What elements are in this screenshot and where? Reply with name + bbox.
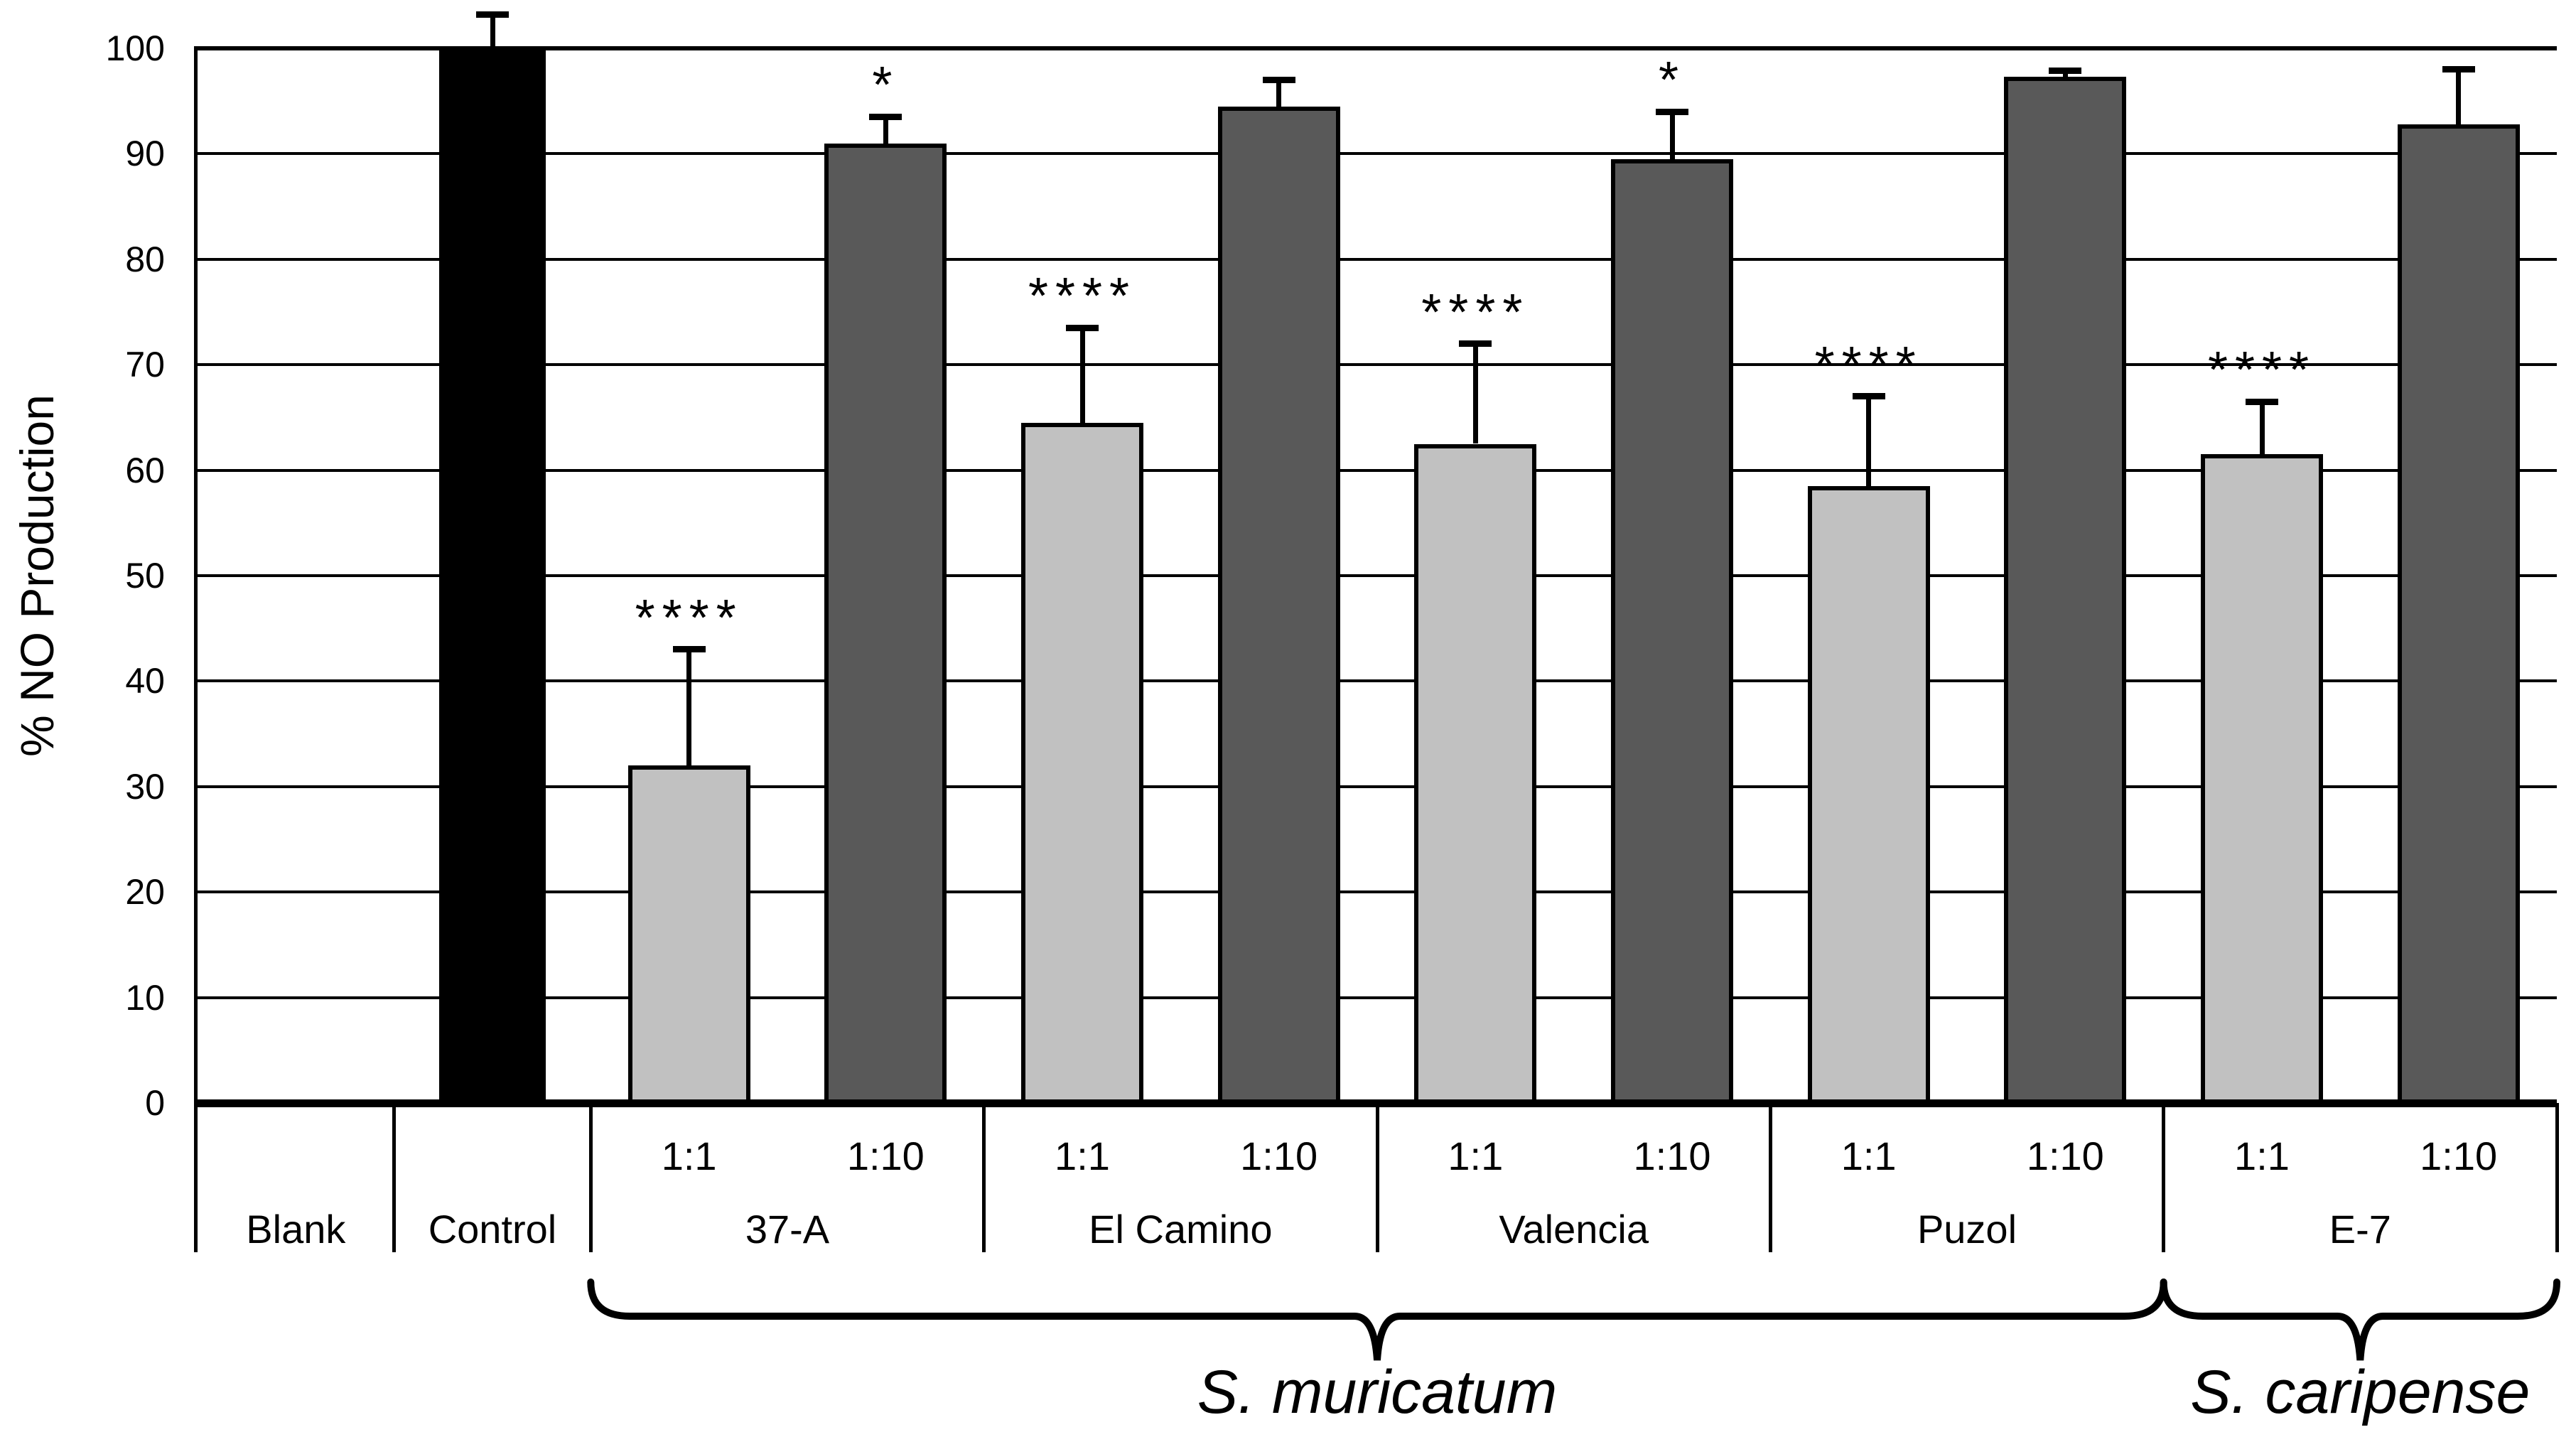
error-bar-stem: [1079, 328, 1085, 423]
error-bar-cap: [869, 113, 902, 120]
cell-divider: [2162, 1103, 2166, 1252]
gridline: [198, 257, 2557, 261]
gridline: [198, 468, 2557, 472]
significance-label: ****: [635, 589, 743, 647]
error-bar-stem: [2456, 69, 2462, 124]
bar-E-7-1:1: [2201, 454, 2323, 1106]
y-tick-label: 40: [125, 661, 165, 701]
dilution-label: 1:10: [1240, 1134, 1318, 1178]
error-bar-cap: [2442, 66, 2475, 73]
significance-label: ****: [1421, 284, 1530, 341]
error-bar-stem: [1669, 112, 1675, 159]
error-bar-cap: [1459, 340, 1492, 348]
error-bar-cap: [1656, 108, 1688, 115]
bar-El Camino-1:10: [1217, 106, 1340, 1106]
bar-37-A-1:1: [627, 765, 750, 1106]
species-label: S. muricatum: [1197, 1358, 1558, 1426]
error-bar-cap: [2246, 398, 2278, 405]
dilution-label: 1:10: [846, 1134, 925, 1178]
gridline: [198, 996, 2557, 999]
species-label: S. caripense: [2190, 1358, 2531, 1426]
y-tick-label: 0: [145, 1083, 165, 1123]
y-tick-label: 50: [125, 556, 165, 596]
error-bar-cap: [672, 646, 706, 653]
dilution-label: 1:1: [661, 1134, 717, 1178]
bar-Puzol-1:10: [2004, 77, 2127, 1106]
bar-Control: [439, 48, 546, 1106]
y-tick-label: 30: [125, 766, 165, 807]
significance-label: *: [872, 57, 900, 114]
error-bar-stem: [490, 14, 495, 48]
group-label: Valencia: [1499, 1207, 1649, 1252]
y-tick-label: 20: [125, 872, 165, 913]
error-bar-stem: [883, 117, 888, 144]
bar-37-A-1:10: [824, 143, 947, 1106]
gridline: [198, 890, 2557, 894]
y-tick-label: 10: [125, 977, 165, 1018]
gridline: [198, 46, 2557, 50]
group-label: Control: [428, 1207, 557, 1252]
dilution-label: 1:1: [1448, 1134, 1504, 1178]
significance-label: ****: [1028, 268, 1137, 325]
gridline: [198, 785, 2557, 788]
dilution-label: 1:1: [1841, 1134, 1897, 1178]
bar-E-7-1:10: [2397, 124, 2520, 1106]
cell-divider: [2555, 1103, 2559, 1252]
group-label: Blank: [246, 1207, 346, 1252]
dilution-label: 1:1: [1055, 1134, 1110, 1178]
group-label: Puzol: [1917, 1207, 2017, 1252]
cell-divider: [392, 1103, 397, 1252]
group-label: El Camino: [1089, 1207, 1273, 1252]
error-bar-stem: [1276, 80, 1282, 107]
error-bar-cap: [1262, 77, 1295, 84]
cell-divider: [588, 1103, 593, 1252]
bar-Valencia-1:1: [1414, 443, 1537, 1106]
cell-divider: [1768, 1103, 1772, 1252]
gridline: [198, 679, 2557, 683]
dilution-label: 1:10: [2420, 1134, 2498, 1178]
y-tick-label: 90: [125, 134, 165, 174]
y-tick-label: 60: [125, 450, 165, 490]
dilution-label: 1:10: [1633, 1134, 1711, 1178]
y-tick-label: 100: [105, 28, 165, 68]
significance-label: ****: [1814, 336, 1923, 394]
error-bar-stem: [1866, 396, 1872, 486]
error-bar-stem: [1472, 343, 1478, 444]
error-bar-cap: [476, 11, 509, 18]
error-bar-cap: [2049, 67, 2082, 74]
group-label: 37-A: [745, 1207, 830, 1252]
y-tick-label: 80: [125, 239, 165, 279]
error-bar-stem: [686, 649, 692, 766]
bar-El Camino-1:1: [1021, 422, 1143, 1106]
y-tick-label: 70: [125, 345, 165, 385]
species-brace: [587, 1279, 2167, 1361]
dilution-label: 1:10: [2026, 1134, 2104, 1178]
dilution-label: 1:1: [2234, 1134, 2290, 1178]
bar-Valencia-1:10: [1611, 158, 1733, 1106]
significance-label: ****: [2207, 342, 2317, 399]
group-label: E-7: [2329, 1207, 2391, 1252]
species-brace: [2160, 1279, 2560, 1361]
gridline: [198, 152, 2557, 156]
y-axis-line: [194, 46, 198, 1252]
gridline: [198, 363, 2557, 367]
cell-divider: [1375, 1103, 1379, 1252]
error-bar-cap: [1066, 324, 1099, 331]
gridline: [198, 574, 2557, 577]
error-bar-cap: [1852, 393, 1885, 400]
significance-label: *: [1658, 52, 1686, 109]
error-bar-stem: [2259, 402, 2265, 455]
cell-divider: [982, 1103, 986, 1252]
bar-Puzol-1:1: [1807, 485, 1930, 1106]
